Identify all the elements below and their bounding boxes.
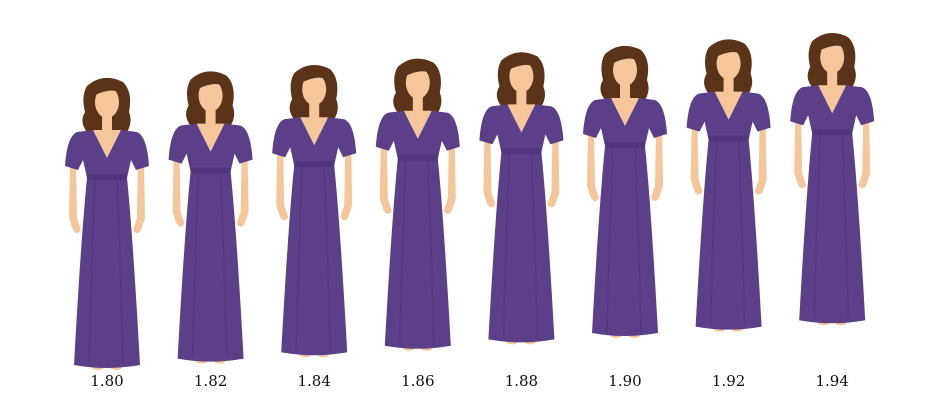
purple-dress — [65, 130, 149, 368]
purple-dress — [375, 110, 460, 349]
face — [613, 54, 637, 86]
dress-folds — [88, 177, 124, 365]
right-arm — [858, 119, 871, 189]
purple-dress — [583, 98, 667, 336]
right-arm — [236, 157, 249, 227]
neck — [205, 107, 216, 128]
dress-folds — [813, 133, 849, 320]
dress-waistband — [501, 148, 542, 155]
hair-fringe — [818, 36, 847, 52]
height-label: 1.86 — [401, 372, 435, 390]
dress-folds — [191, 171, 228, 358]
dress-folds — [709, 139, 746, 326]
hair-fringe — [93, 80, 121, 96]
purple-dress — [272, 117, 357, 356]
purple-dress — [686, 91, 771, 330]
neckline-skin — [507, 104, 536, 133]
purple-dress — [479, 104, 564, 343]
right-arm — [340, 151, 353, 221]
right-arm — [754, 125, 767, 195]
face — [509, 60, 534, 93]
neckline-skin — [196, 123, 225, 152]
hair-fringe — [611, 48, 639, 64]
hair-fringe — [507, 55, 536, 71]
dress-folds — [502, 152, 539, 339]
neckline-skin — [300, 117, 329, 146]
dress-waistband — [605, 142, 645, 148]
dress-waistband — [397, 154, 438, 161]
height-label: 1.88 — [504, 372, 539, 390]
face — [198, 79, 223, 112]
dress-waistband — [294, 161, 335, 168]
dress-waistband — [87, 174, 127, 180]
neck — [412, 94, 423, 115]
face — [716, 47, 741, 80]
face — [405, 66, 430, 99]
neck — [309, 101, 320, 122]
woman-figure — [479, 52, 564, 345]
hair-fringe — [403, 61, 432, 77]
left-arm — [483, 138, 496, 208]
height-label: 1.80 — [90, 372, 124, 390]
face — [95, 86, 119, 118]
hair-fringe — [300, 68, 329, 84]
neckline-skin — [714, 91, 743, 120]
purple-dress — [790, 85, 875, 324]
height-label: 1.84 — [297, 372, 331, 390]
left-arm — [379, 144, 392, 214]
left-arm — [587, 132, 599, 201]
woman-figure — [375, 58, 460, 351]
height-label: 1.92 — [711, 372, 746, 390]
neck — [516, 88, 527, 109]
left-arm — [690, 125, 703, 195]
left-arm — [69, 164, 81, 233]
dress-folds — [606, 145, 642, 333]
woman-figure — [583, 45, 667, 338]
neck — [102, 114, 112, 134]
right-arm — [443, 144, 456, 214]
neck — [723, 75, 734, 96]
dress-waistband — [812, 129, 853, 136]
woman-figure — [65, 77, 149, 370]
face — [302, 73, 327, 106]
dress-waistband — [708, 135, 749, 142]
woman-figure — [168, 71, 253, 364]
right-arm — [133, 164, 145, 233]
purple-dress — [168, 123, 253, 362]
left-arm — [172, 157, 185, 227]
woman-figure — [790, 33, 875, 326]
neck — [620, 82, 630, 102]
face — [820, 41, 845, 74]
neckline-skin — [818, 85, 847, 114]
neckline-skin — [403, 110, 432, 139]
woman-figure — [272, 65, 357, 358]
height-label: 1.90 — [608, 372, 642, 390]
left-arm — [794, 119, 807, 189]
left-arm — [276, 151, 289, 221]
dress-folds — [399, 158, 435, 345]
dress-folds — [295, 165, 331, 352]
right-arm — [651, 132, 663, 201]
hair-fringe — [714, 42, 743, 58]
right-arm — [547, 138, 560, 208]
neckline-skin — [611, 98, 639, 126]
woman-figure — [686, 39, 771, 332]
dress-waistband — [190, 167, 231, 174]
hair-fringe — [196, 74, 225, 90]
neck — [827, 69, 838, 90]
height-label: 1.82 — [193, 372, 228, 390]
height-label: 1.94 — [815, 372, 849, 390]
neckline-skin — [93, 130, 121, 158]
